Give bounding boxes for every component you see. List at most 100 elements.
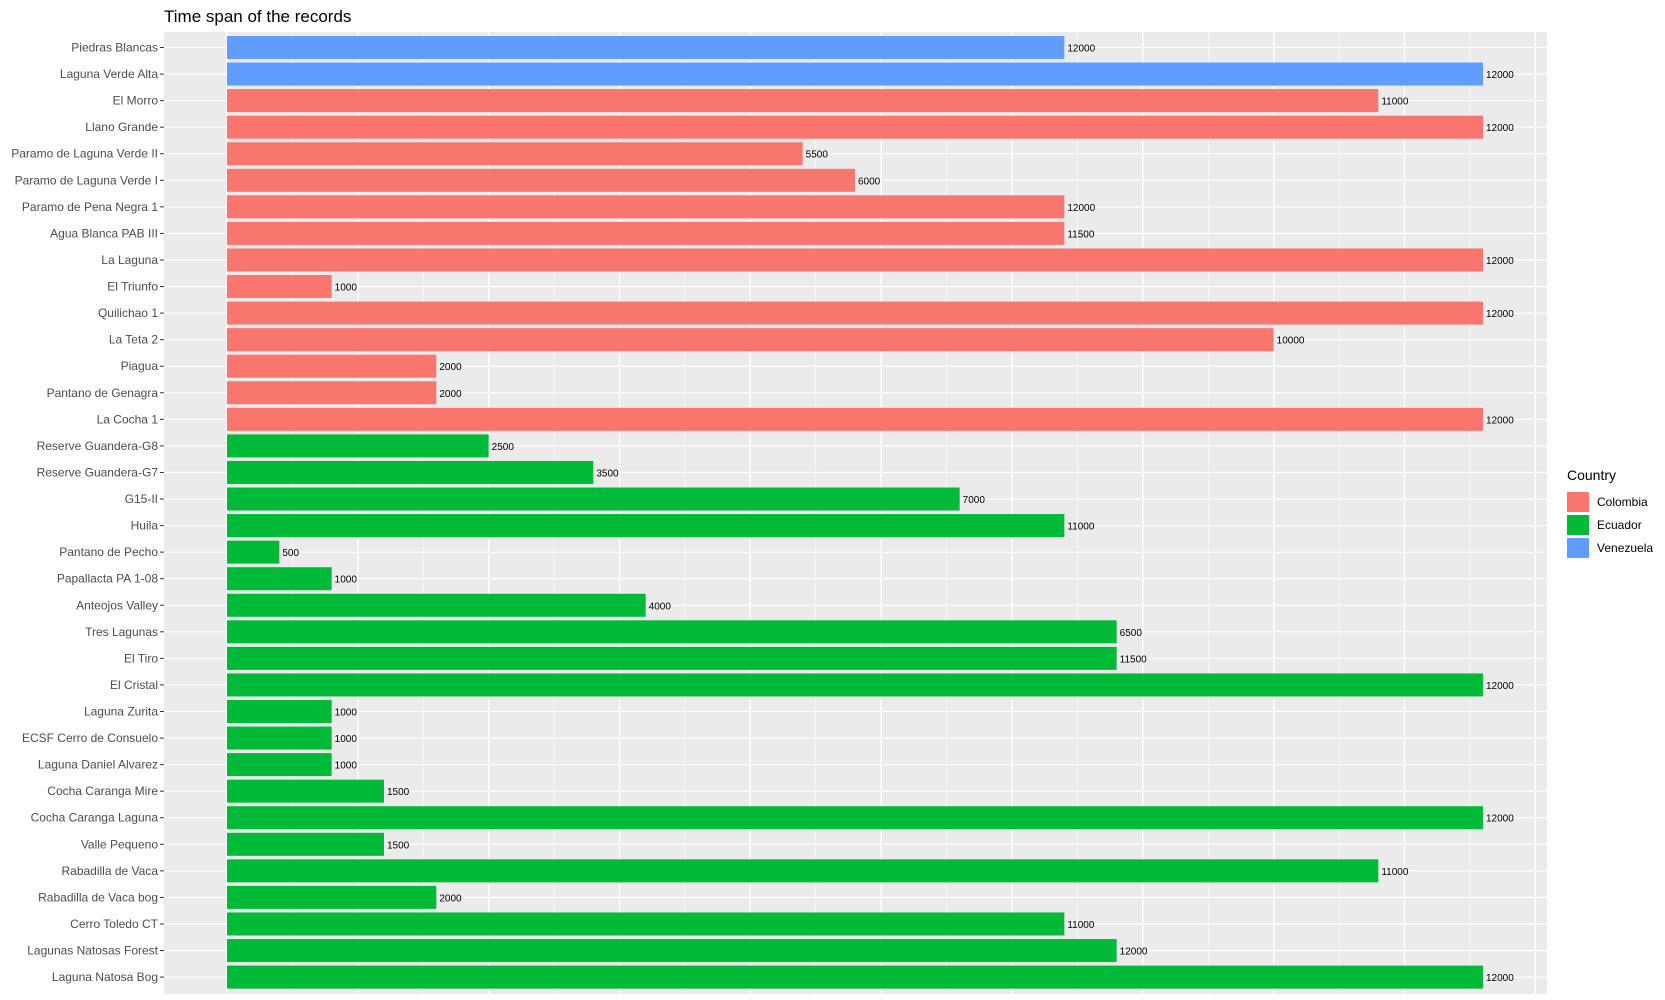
value-label: 7000	[963, 495, 986, 506]
bar	[227, 726, 332, 750]
bar	[227, 115, 1483, 139]
category-label: Laguna Verde Alta	[60, 67, 158, 81]
bar	[227, 460, 594, 484]
bar	[227, 275, 332, 299]
bar	[227, 859, 1379, 883]
bar	[227, 673, 1483, 697]
value-label: 2000	[439, 389, 462, 400]
bar	[227, 407, 1483, 431]
bar	[227, 248, 1483, 272]
bar	[227, 567, 332, 591]
value-label: 1500	[387, 787, 410, 798]
bar	[227, 965, 1483, 989]
bar	[227, 885, 437, 909]
bar	[227, 434, 489, 458]
bar	[227, 195, 1065, 219]
legend-label: Colombia	[1597, 495, 1648, 509]
category-label: Piagua	[121, 359, 159, 373]
value-label: 11000	[1381, 97, 1409, 108]
bar	[227, 514, 1065, 538]
value-label: 500	[282, 548, 299, 559]
category-label: El Morro	[113, 94, 159, 108]
category-label: Huila	[131, 519, 159, 533]
value-label: 1000	[335, 761, 358, 772]
bar	[227, 646, 1117, 670]
bar	[227, 328, 1274, 352]
bar	[227, 301, 1483, 325]
value-label: 12000	[1486, 681, 1514, 692]
legend-swatch	[1567, 492, 1589, 512]
category-label: Laguna Natosa Bog	[52, 970, 158, 984]
value-label: 12000	[1486, 814, 1514, 825]
category-label: Piedras Blancas	[71, 41, 158, 55]
category-label: Rabadilla de Vaca bog	[38, 890, 158, 904]
bar	[227, 89, 1379, 113]
value-label: 11000	[1381, 867, 1409, 878]
category-label: Paramo de Laguna Verde I	[15, 173, 158, 187]
category-label: G15-II	[125, 492, 158, 506]
value-label: 1000	[335, 734, 358, 745]
category-label: Tres Lagunas	[85, 625, 158, 639]
category-label: Laguna Daniel Alvarez	[38, 758, 158, 772]
value-label: 12000	[1067, 203, 1095, 214]
value-label: 3500	[596, 468, 619, 479]
value-label: 12000	[1067, 44, 1095, 55]
value-label: 12000	[1486, 256, 1514, 267]
category-label: Llano Grande	[85, 120, 158, 134]
category-label: Laguna Zurita	[84, 705, 158, 719]
bar	[227, 912, 1065, 936]
value-label: 11000	[1067, 920, 1095, 931]
bar	[227, 620, 1117, 644]
value-label: 6500	[1120, 628, 1143, 639]
legend-label: Ecuador	[1597, 518, 1642, 532]
category-label: Anteojos Valley	[76, 598, 158, 612]
category-label: Pantano de Pecho	[59, 545, 158, 559]
chart-title: Time span of the records	[164, 7, 351, 26]
category-label: Pantano de Genagra	[47, 386, 159, 400]
legend-label: Venezuela	[1597, 541, 1653, 555]
category-label: Paramo de Pena Negra 1	[22, 200, 158, 214]
bar	[227, 381, 437, 405]
value-label: 12000	[1120, 947, 1148, 958]
category-label: Agua Blanca PAB III	[50, 226, 158, 240]
value-label: 5500	[806, 150, 829, 161]
category-label: El Cristal	[110, 678, 158, 692]
bar	[227, 832, 384, 856]
bar	[227, 540, 280, 564]
bar	[227, 354, 437, 378]
category-label: Papallacta PA 1-08	[57, 572, 159, 586]
value-label: 12000	[1486, 415, 1514, 426]
bar	[227, 62, 1483, 86]
legend: Country Colombia Ecuador Venezuela	[1567, 467, 1653, 558]
value-label: 2000	[439, 362, 462, 373]
category-label: Lagunas Natosas Forest	[27, 944, 158, 958]
value-label: 11000	[1067, 522, 1095, 533]
bar	[227, 221, 1065, 245]
category-label: Cerro Toledo CT	[70, 917, 158, 931]
bar	[227, 487, 960, 511]
value-label: 2000	[439, 893, 462, 904]
category-label: Quilichao 1	[98, 306, 158, 320]
bar	[227, 36, 1065, 59]
legend-title: Country	[1567, 467, 1616, 483]
legend-swatch	[1567, 515, 1589, 535]
category-label: La Teta 2	[109, 333, 158, 347]
value-label: 4000	[649, 601, 672, 612]
category-label: Valle Pequeno	[81, 837, 159, 851]
category-label: ECSF Cerro de Consuelo	[22, 731, 158, 745]
value-label: 10000	[1277, 336, 1305, 347]
plot-panel	[164, 32, 1547, 994]
category-labels: Piedras Blancas Laguna Verde Alta El Morro…	[11, 41, 164, 984]
value-label: 11500	[1120, 654, 1148, 665]
value-label: 1000	[335, 708, 358, 719]
bar	[227, 700, 332, 723]
bar	[227, 806, 1483, 830]
bar	[227, 779, 384, 803]
value-label: 1500	[387, 840, 410, 851]
value-label: 12000	[1486, 70, 1514, 81]
value-label: 12000	[1486, 309, 1514, 320]
category-label: Reserve Guandera-G7	[37, 465, 159, 479]
category-label: La Laguna	[101, 253, 158, 267]
bar	[227, 753, 332, 777]
